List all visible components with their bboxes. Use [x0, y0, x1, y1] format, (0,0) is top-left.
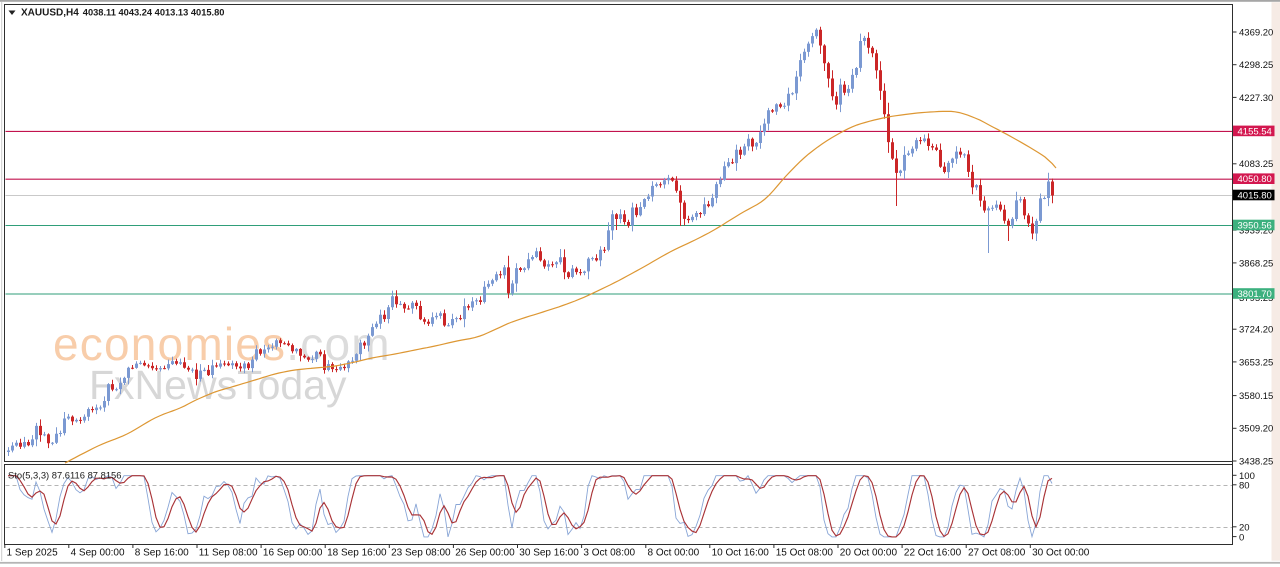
svg-text:16 Sep 00:00: 16 Sep 00:00	[263, 548, 323, 559]
svg-text:20: 20	[1239, 523, 1250, 534]
svg-text:3580.15: 3580.15	[1239, 391, 1273, 402]
svg-text:3724.20: 3724.20	[1239, 325, 1273, 336]
svg-text:18 Sep 16:00: 18 Sep 16:00	[327, 548, 387, 559]
svg-text:15 Oct 08:00: 15 Oct 08:00	[776, 548, 834, 559]
svg-text:22 Oct 16:00: 22 Oct 16:00	[904, 548, 962, 559]
svg-text:3509.20: 3509.20	[1239, 424, 1273, 435]
svg-text:4 Sep 00:00: 4 Sep 00:00	[71, 548, 125, 559]
svg-text:8 Oct 00:00: 8 Oct 00:00	[648, 548, 700, 559]
svg-text:100: 100	[1239, 471, 1255, 482]
svg-text:23 Sep 08:00: 23 Sep 08:00	[391, 548, 451, 559]
svg-text:11 Sep 08:00: 11 Sep 08:00	[199, 548, 258, 559]
svg-text:3 Oct 08:00: 3 Oct 08:00	[583, 548, 635, 559]
svg-text:4369.20: 4369.20	[1239, 27, 1273, 38]
svg-text:4298.25: 4298.25	[1239, 60, 1273, 71]
svg-text:27 Oct 08:00: 27 Oct 08:00	[968, 548, 1026, 559]
svg-text:FxNewsToday: FxNewsToday	[89, 362, 347, 408]
svg-text:4050.80: 4050.80	[1238, 174, 1272, 185]
svg-text:10 Oct 16:00: 10 Oct 16:00	[712, 548, 770, 559]
svg-text:3653.25: 3653.25	[1239, 357, 1273, 368]
svg-text:20 Oct 00:00: 20 Oct 00:00	[840, 548, 898, 559]
svg-text:4155.54: 4155.54	[1238, 126, 1272, 137]
svg-text:4227.30: 4227.30	[1239, 93, 1273, 104]
svg-text:1 Sep 2025: 1 Sep 2025	[7, 548, 59, 559]
svg-text:30 Sep 16:00: 30 Sep 16:00	[519, 548, 579, 559]
svg-text:8 Sep 16:00: 8 Sep 16:00	[135, 548, 189, 559]
svg-text:80: 80	[1239, 481, 1250, 492]
svg-text:Sto(5,3,3) 87.6116 87.8156: Sto(5,3,3) 87.6116 87.8156	[8, 470, 121, 481]
svg-text:3438.25: 3438.25	[1239, 456, 1273, 467]
svg-text:3868.25: 3868.25	[1239, 258, 1273, 269]
svg-text:26 Sep 00:00: 26 Sep 00:00	[455, 548, 515, 559]
svg-text:3939.20: 3939.20	[1239, 226, 1273, 237]
svg-text:30 Oct 00:00: 30 Oct 00:00	[1032, 548, 1090, 559]
svg-text:4083.25: 4083.25	[1239, 159, 1273, 170]
svg-text:0: 0	[1239, 532, 1244, 543]
svg-text:3950.56: 3950.56	[1238, 220, 1272, 231]
svg-text:3801.70: 3801.70	[1238, 289, 1272, 300]
svg-text:4015.80: 4015.80	[1238, 190, 1272, 201]
